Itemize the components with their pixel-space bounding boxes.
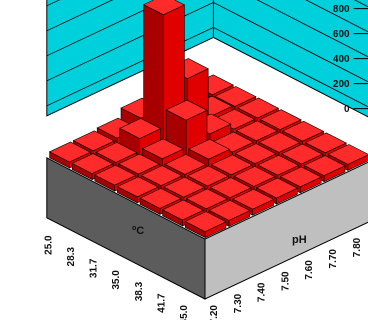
- bar-top-face: [141, 138, 184, 160]
- x-tick-label: 38.3: [134, 281, 145, 301]
- bar-top-face: [72, 130, 115, 152]
- bar-top-face: [327, 144, 368, 165]
- bar-top-face: [48, 141, 92, 163]
- x-axis-ticks: 45.0 41.7 38.3 35.0 31.7 28.3 25.0: [43, 235, 190, 320]
- bar-top-face: [208, 200, 251, 221]
- y-tick-label: 7.50: [280, 271, 291, 291]
- gridline: [46, 1, 368, 83]
- z-tick-label: 600: [333, 29, 350, 40]
- bars: [48, 0, 368, 239]
- bar-top-face: [209, 177, 252, 198]
- x-tick-label: 28.3: [66, 247, 77, 267]
- bar-top-face: [142, 0, 186, 16]
- x-tick-label: 25.0: [43, 235, 54, 255]
- x-axis-title-main: C: [136, 225, 144, 237]
- x-tick-label: 35.0: [111, 270, 122, 290]
- bar-top-face: [303, 155, 346, 176]
- x-tick-label: 45.0: [179, 305, 190, 320]
- bar-top-face: [71, 153, 114, 174]
- y-tick-label: 7.70: [328, 249, 339, 269]
- bar-top-face: [117, 153, 161, 175]
- y-tick-label: 7.20: [209, 305, 220, 320]
- bar: [71, 153, 114, 181]
- left-wall: [212, 0, 368, 118]
- bar-top-face: [95, 142, 138, 163]
- gridlines: [46, 0, 368, 108]
- y-tick-label: 7.80: [352, 237, 363, 257]
- bar-top-face: [164, 154, 207, 175]
- bar-top-face: [279, 166, 322, 188]
- bar-top-face: [119, 118, 162, 139]
- bar-top-face: [161, 199, 205, 221]
- bar-top-face: [139, 188, 182, 209]
- bar-top-face: [236, 97, 280, 119]
- bar: [232, 188, 275, 216]
- bar-top-face: [255, 177, 299, 199]
- gridline: [46, 26, 368, 108]
- bar-top-face: [234, 143, 277, 164]
- bar-top-face: [186, 165, 230, 187]
- bar-top-face: [185, 188, 228, 210]
- bar-top-face: [214, 86, 257, 107]
- gridline: [46, 0, 368, 58]
- y-tick-label: 7.60: [304, 260, 315, 280]
- x-axis-title-prefix: o: [132, 225, 136, 232]
- bar-top-face: [235, 120, 278, 142]
- bar-top-face: [233, 166, 276, 187]
- bar-top-face: [210, 154, 253, 176]
- y-axis-title: pH: [292, 234, 307, 246]
- bar-top-face: [259, 109, 302, 130]
- base-right-face: [204, 161, 368, 300]
- base-slab: [46, 156, 368, 300]
- bar-top-face: [257, 154, 300, 176]
- gridline: [46, 0, 368, 33]
- x-tick-label: 41.7: [156, 293, 167, 313]
- bar-top-face: [140, 165, 183, 186]
- bar: [119, 118, 162, 158]
- x-axis-title: oC: [132, 225, 144, 237]
- z-tick-label: 800: [333, 4, 350, 15]
- bar-top-face: [184, 211, 227, 232]
- y-axis-ticks: 7.20 7.30 7.40 7.50 7.60 7.70 7.80: [209, 237, 363, 320]
- bar-top-face: [232, 188, 275, 210]
- bar-top-face: [165, 99, 208, 121]
- z-axis-ticks: 10008006004002000: [333, 4, 368, 115]
- y-tick-label: 7.40: [257, 282, 268, 302]
- bar: [184, 211, 227, 239]
- bar-top-face: [280, 143, 324, 165]
- bar-top-face: [282, 120, 325, 142]
- z-tick-label: 0: [344, 104, 350, 115]
- bar-top-face: [94, 164, 137, 186]
- bar: [165, 99, 208, 159]
- y-tick-label: 7.30: [233, 293, 244, 313]
- bar-top-face: [188, 138, 231, 160]
- x-tick-label: 31.7: [89, 258, 100, 278]
- z-tick-label: 200: [333, 79, 350, 90]
- z-tick-label: 400: [333, 54, 350, 65]
- bar-top-face: [304, 132, 347, 154]
- bar-top-face: [258, 132, 301, 153]
- bar-top-face: [163, 176, 206, 198]
- bar-top-face: [116, 176, 159, 198]
